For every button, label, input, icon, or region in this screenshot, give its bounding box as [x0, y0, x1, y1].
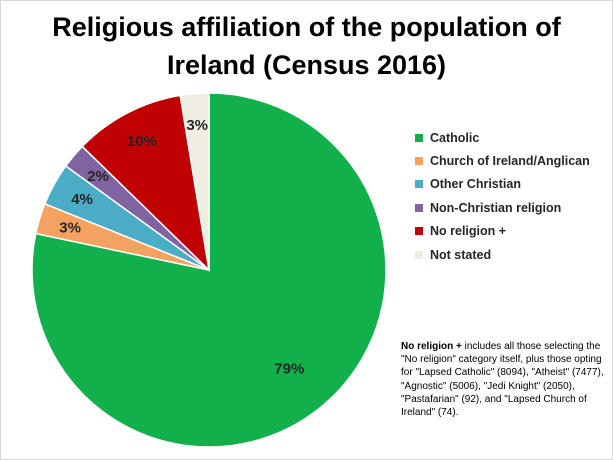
legend-swatch-not-stated: [415, 250, 423, 259]
footnote-bold: No religion +: [401, 341, 462, 352]
data-label-catholic: 79%: [274, 360, 304, 377]
data-label-non-christian-religion: 2%: [87, 168, 109, 185]
data-label-church-of-ireland-anglican: 3%: [59, 219, 81, 236]
legend-label-other-christian: Other Christian: [430, 177, 521, 192]
data-label-not-stated: 3%: [186, 117, 208, 134]
legend-item-not-stated: Not stated: [415, 243, 590, 266]
legend: Catholic Church of Ireland/Anglican Other …: [415, 126, 590, 266]
legend-label-church-of-ireland-anglican: Church of Ireland/Anglican: [430, 154, 590, 169]
legend-item-other-christian: Other Christian: [415, 173, 590, 196]
legend-label-catholic: Catholic: [430, 130, 480, 145]
legend-label-no-religion: No religion +: [430, 224, 507, 239]
data-label-other-christian: 4%: [71, 191, 93, 208]
pie-slice-not-stated: [179, 92, 210, 271]
legend-swatch-church-of-ireland-anglican: [415, 157, 423, 166]
legend-swatch-no-religion: [415, 227, 423, 236]
legend-swatch-catholic: [415, 133, 423, 142]
legend-item-church-of-ireland-anglican: Church of Ireland/Anglican: [415, 149, 590, 172]
legend-item-catholic: Catholic: [415, 126, 590, 149]
legend-label-non-christian-religion: Non-Christian religion: [430, 200, 562, 215]
footnote-text: includes all those selecting the "No rel…: [401, 341, 604, 419]
data-label-no-religion: 10%: [127, 133, 157, 150]
footnote: No religion + includes all those selecti…: [401, 340, 606, 419]
legend-item-non-christian-religion: Non-Christian religion: [415, 196, 590, 219]
pie-slice-no-religion: [81, 94, 211, 273]
chart-title: Religious affiliation of the population …: [52, 12, 561, 80]
legend-label-not-stated: Not stated: [430, 247, 492, 262]
legend-swatch-non-christian-religion: [415, 203, 423, 212]
legend-swatch-other-christian: [415, 180, 423, 189]
legend-item-no-religion: No religion +: [415, 220, 590, 243]
